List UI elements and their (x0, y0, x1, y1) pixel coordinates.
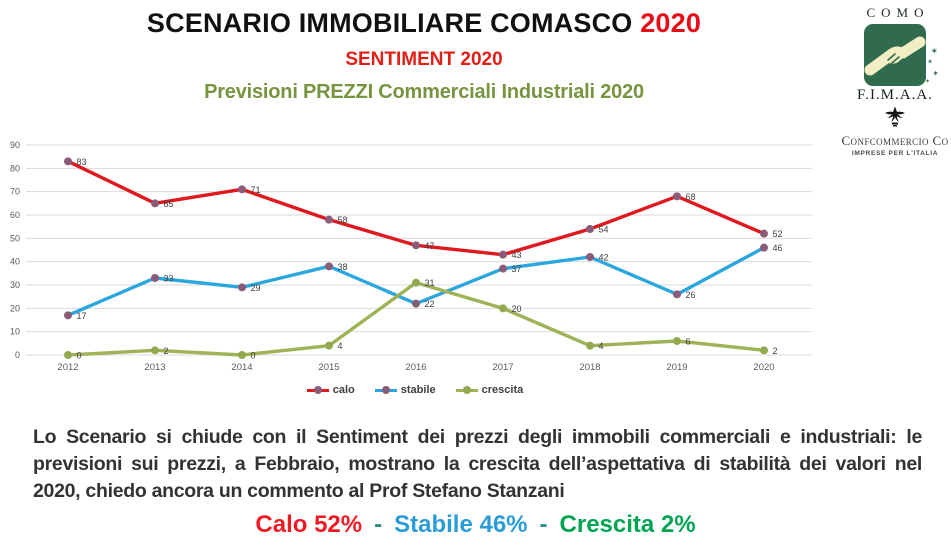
svg-text:43: 43 (512, 250, 522, 260)
page-title-year: 2020 (640, 8, 702, 38)
star-icon: ✶ (927, 58, 933, 66)
svg-text:20: 20 (512, 304, 522, 314)
svg-text:0: 0 (77, 351, 82, 361)
legend-item-stabile: stabile (374, 384, 436, 396)
svg-text:2: 2 (164, 346, 169, 356)
svg-text:70: 70 (10, 187, 20, 197)
svg-text:80: 80 (10, 163, 20, 173)
svg-text:10: 10 (10, 327, 20, 337)
svg-text:37: 37 (512, 264, 522, 274)
handshake-logo: ✶ ✶ ✶ ✶ • • • (864, 24, 939, 86)
svg-text:71: 71 (251, 185, 261, 195)
fimaa-logo: COMO ✶ ✶ ✶ ✶ • • • F.I.M.A.A. Con (839, 5, 951, 157)
svg-text:47: 47 (425, 241, 435, 251)
logo-org-label: F.I.M.A.A. (857, 87, 933, 103)
legend-line-icon (306, 386, 329, 394)
legend-item-calo: calo (306, 384, 355, 396)
handshake-icon (864, 24, 926, 86)
svg-text:52: 52 (773, 229, 783, 239)
svg-text:29: 29 (251, 283, 261, 293)
summary-crescita: Crescita 2% (559, 511, 696, 538)
legend-label: stabile (400, 384, 436, 396)
svg-text:31: 31 (425, 278, 435, 288)
svg-text:33: 33 (164, 274, 174, 284)
legend-line-icon (374, 386, 397, 394)
dot-icon: • (919, 63, 924, 71)
svg-text:65: 65 (164, 199, 174, 209)
svg-text:58: 58 (338, 215, 348, 225)
subtitle-sentiment: SENTIMENT 2020 (345, 49, 503, 70)
legend-label: calo (332, 384, 355, 396)
svg-text:2015: 2015 (318, 362, 339, 373)
svg-text:2016: 2016 (405, 362, 426, 373)
svg-text:2: 2 (773, 346, 778, 356)
star-icon: ✶ (924, 78, 930, 85)
summary-separator: - (374, 511, 383, 538)
star-icon: ✶ (930, 47, 938, 57)
header: SCENARIO IMMOBILIARE COMASCO 2020 SENTIM… (0, 8, 848, 104)
svg-text:2017: 2017 (492, 362, 513, 373)
svg-text:26: 26 (686, 290, 696, 300)
svg-text:2012: 2012 (57, 362, 78, 373)
legend-label: crescita (481, 384, 524, 396)
dot-icon: • (916, 71, 920, 78)
summary-separator: - (539, 511, 548, 538)
svg-text:83: 83 (77, 157, 87, 167)
star-icon: ✶ (932, 69, 939, 78)
logo-assoc-label: Confcommercio Co (841, 133, 949, 148)
eagle-icon (885, 106, 905, 127)
svg-text:42: 42 (599, 253, 609, 263)
svg-text:50: 50 (10, 233, 20, 243)
legend-line-icon (455, 386, 478, 394)
svg-text:6: 6 (686, 337, 691, 347)
svg-text:40: 40 (10, 257, 20, 267)
dot-icon: • (913, 78, 916, 84)
svg-text:4: 4 (599, 341, 604, 351)
logo-city-label: COMO (866, 5, 930, 20)
subtitle-previsioni: Previsioni PREZZI Commerciali Industrial… (204, 81, 644, 103)
svg-text:68: 68 (686, 192, 696, 202)
svg-text:60: 60 (10, 210, 20, 220)
svg-text:54: 54 (599, 225, 609, 235)
svg-text:17: 17 (77, 311, 87, 321)
svg-text:4: 4 (338, 341, 343, 351)
page-title-text: SCENARIO IMMOBILIARE COMASCO (146, 8, 641, 38)
svg-text:2013: 2013 (144, 362, 165, 373)
svg-text:20: 20 (10, 303, 20, 313)
svg-text:2020: 2020 (753, 362, 774, 373)
chart-legend: calo stabile crescita (0, 384, 830, 396)
logo-assoc-subtitle: IMPRESE PER L'ITALIA (851, 150, 939, 157)
svg-text:38: 38 (338, 262, 348, 272)
summary-calo: Calo 52% (255, 511, 363, 538)
svg-text:0: 0 (251, 351, 256, 361)
svg-text:0: 0 (15, 350, 20, 360)
summary-line: Calo 52% - Stabile 46% - Crescita 2% (0, 511, 951, 539)
svg-text:2019: 2019 (666, 362, 687, 373)
svg-text:30: 30 (10, 280, 20, 290)
summary-stabile: Stabile 46% (394, 511, 528, 538)
commentary-paragraph: Lo Scenario si chiude con il Sentiment d… (33, 426, 922, 502)
svg-text:46: 46 (773, 243, 783, 253)
svg-text:2014: 2014 (231, 362, 252, 373)
svg-text:2018: 2018 (579, 362, 600, 373)
svg-text:90: 90 (10, 140, 20, 150)
page-title: SCENARIO IMMOBILIARE COMASCO 2020 (0, 8, 848, 39)
svg-text:22: 22 (425, 299, 435, 309)
legend-item-crescita: crescita (455, 384, 524, 396)
